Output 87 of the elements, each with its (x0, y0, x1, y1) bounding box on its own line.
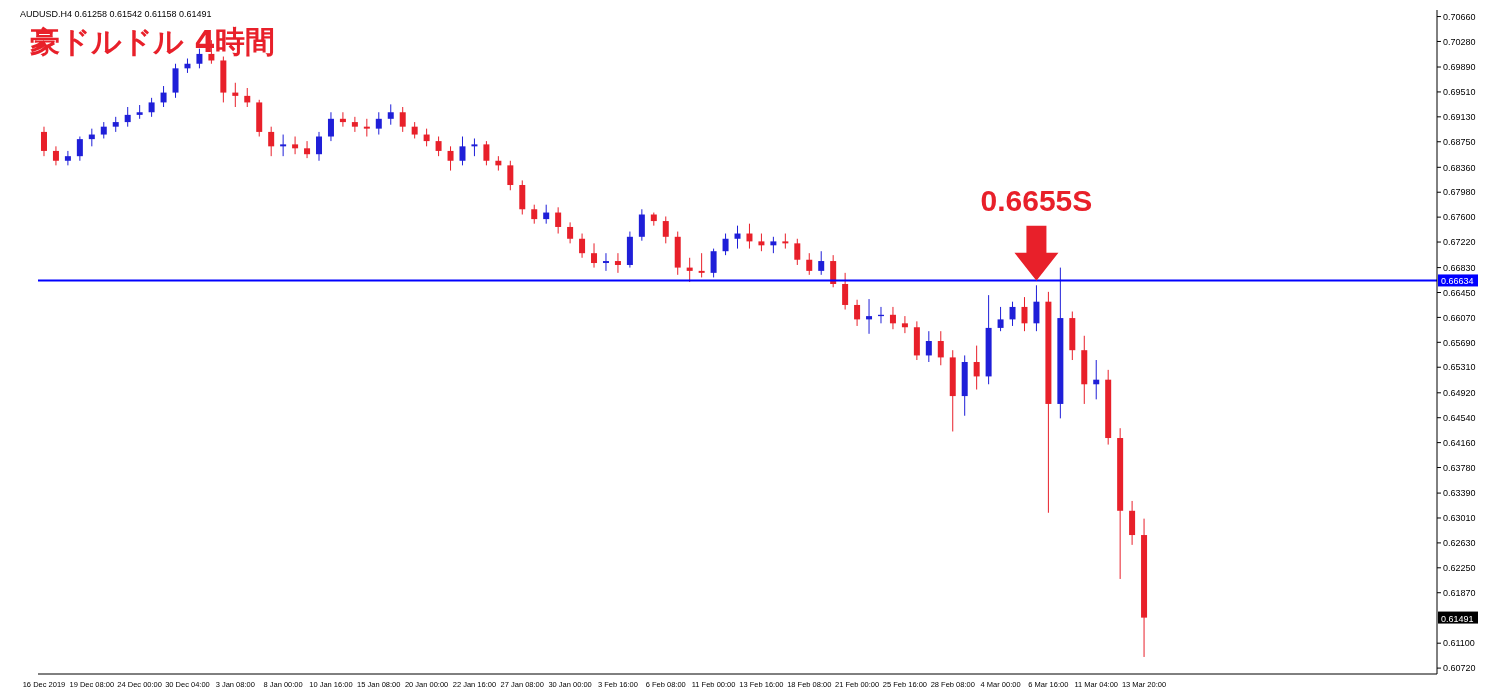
candlestick (316, 131, 323, 162)
candlestick (483, 140, 490, 166)
candlestick (1033, 284, 1040, 332)
candlestick (662, 215, 669, 244)
candlestick (507, 160, 514, 191)
candlestick (280, 134, 287, 157)
y-tick-label: 0.64160 (1443, 437, 1476, 448)
y-tick-label: 0.68750 (1443, 136, 1476, 147)
candlestick (973, 345, 980, 391)
candlestick (399, 106, 406, 133)
y-tick-label: 0.67600 (1443, 212, 1476, 223)
y-tick-label: 0.68360 (1443, 162, 1476, 173)
candlestick (124, 106, 131, 128)
candlestick (818, 250, 825, 276)
y-tick-label: 0.66070 (1443, 312, 1476, 323)
candlestick (64, 150, 71, 166)
candlestick (244, 87, 251, 108)
candlestick (842, 272, 849, 311)
ref-line-label: 0.66634 (1441, 276, 1474, 287)
candlestick (52, 145, 59, 166)
y-tick-label: 0.64920 (1443, 387, 1476, 398)
y-tick-label: 0.63780 (1443, 462, 1476, 473)
candlestick (232, 82, 239, 108)
y-tick-label: 0.65310 (1443, 362, 1476, 373)
candlestick (387, 103, 394, 126)
y-tick-label: 0.66830 (1443, 262, 1476, 273)
y-tick-label: 0.70660 (1443, 11, 1476, 22)
y-tick-label: 0.69130 (1443, 112, 1476, 123)
candlestick (327, 111, 334, 142)
y-tick-label: 0.63010 (1443, 513, 1476, 524)
candlestick (734, 225, 741, 250)
candlestick (292, 136, 299, 155)
candlestick (854, 299, 861, 327)
candlestick (1009, 301, 1016, 327)
candlestick (375, 111, 382, 136)
y-tick-label: 0.67220 (1443, 237, 1476, 248)
candlestick (710, 248, 717, 278)
annotation: 0.6655S (980, 183, 1093, 217)
candlestick (794, 238, 801, 266)
candlestick (591, 242, 598, 269)
candlestick (304, 140, 311, 159)
candlestick (925, 330, 932, 363)
candlestick (351, 116, 358, 133)
candlestick (567, 221, 574, 244)
y-tick-label: 0.62630 (1443, 538, 1476, 549)
y-tick-label: 0.65690 (1443, 337, 1476, 348)
candlestick (937, 330, 944, 366)
candlestick (76, 136, 83, 162)
y-tick-label: 0.69510 (1443, 87, 1476, 98)
candlestick (543, 204, 550, 225)
candlestick (40, 126, 47, 157)
y-tick-label: 0.62250 (1443, 563, 1476, 574)
candlestick (555, 206, 562, 235)
candlestick (866, 298, 873, 335)
candlestick (160, 85, 167, 108)
candlestick (602, 252, 609, 272)
candlestick (1021, 296, 1028, 332)
y-tick-label: 0.63390 (1443, 488, 1476, 499)
candlestick (806, 252, 813, 276)
candlestick (614, 252, 621, 274)
candlestick (579, 233, 586, 259)
candlestick (638, 208, 645, 242)
candlestick (531, 204, 538, 225)
y-tick-label: 0.60720 (1443, 663, 1476, 674)
y-tick-label: 0.64540 (1443, 412, 1476, 423)
y-tick-label: 0.70280 (1443, 36, 1476, 47)
candlestick (997, 306, 1004, 332)
y-tick-label: 0.66450 (1443, 287, 1476, 298)
candlestick (830, 254, 837, 288)
candlestick (698, 252, 705, 278)
y-tick-label: 0.61870 (1443, 587, 1476, 598)
y-tick-label: 0.69890 (1443, 62, 1476, 73)
candlestick (901, 315, 908, 334)
y-tick-label: 0.67980 (1443, 187, 1476, 198)
candlestick (148, 97, 155, 118)
candlestick (722, 233, 729, 256)
annotation: AUDUSD.H4 0.61258 0.61542 0.61158 0.61491 (20, 9, 212, 19)
candlestick (459, 136, 466, 166)
candlestick (686, 257, 693, 283)
candlestick (339, 111, 346, 128)
candlestick (447, 145, 454, 172)
text: 豪ドルドル 4時間 (30, 23, 276, 61)
candlestick (268, 126, 275, 157)
candlestick (889, 306, 896, 330)
y-tick-label: 0.61100 (1443, 638, 1475, 649)
annotation: 0.61491 (1441, 613, 1474, 624)
candlestick (435, 136, 442, 157)
